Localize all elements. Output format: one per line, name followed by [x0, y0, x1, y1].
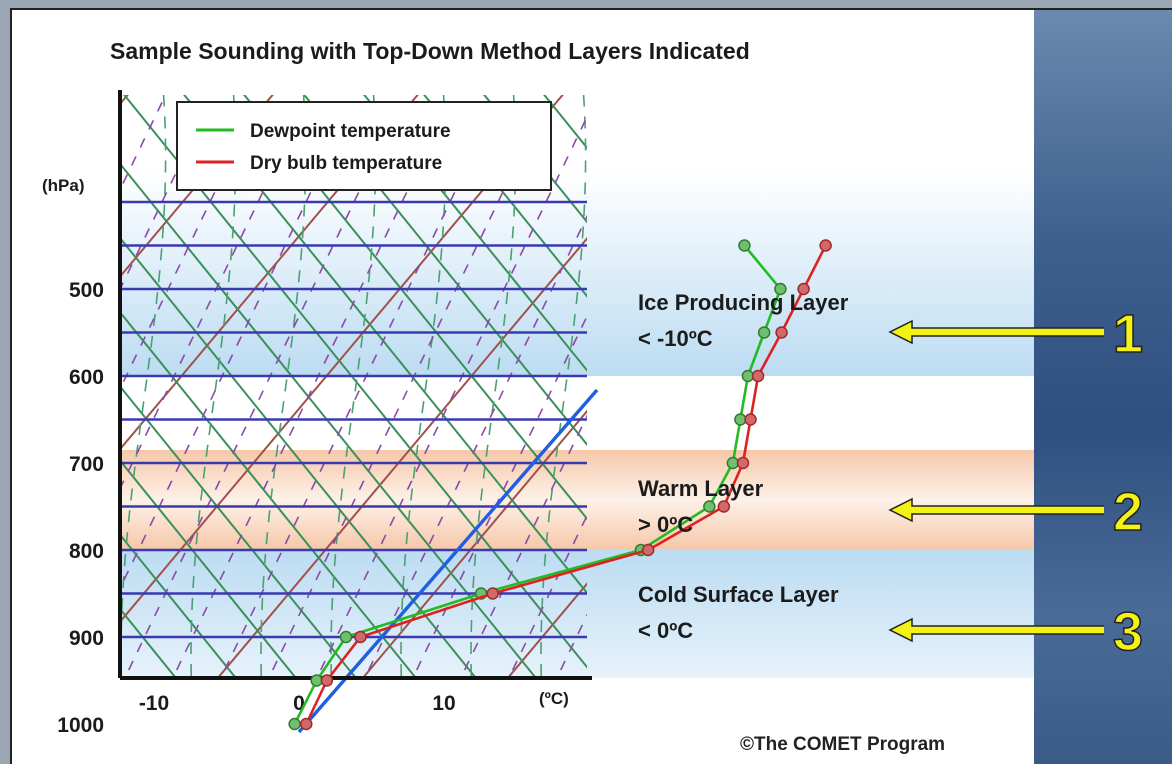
dewpoint-line: [293, 244, 782, 725]
figure-frame: 500 600 700 800 900 1000 (hPa) -10 0 10 (ºC) Dewpo…: [10, 8, 1172, 764]
y-tick-label: 900: [69, 627, 104, 650]
chart-series: [288, 239, 832, 731]
layer-number: 1: [1113, 304, 1143, 364]
layer-name: Warm Layer: [638, 476, 764, 501]
y-unit-label: (hPa): [42, 176, 85, 195]
layer-annotation: Ice Producing Layer < -10ºC 1: [638, 290, 1144, 365]
dry-adiabat-line: [120, 384, 358, 678]
y-tick-label: 800: [69, 540, 104, 563]
zero-isotherm-line: [297, 388, 599, 734]
layer-annotation: Warm Layer > 0ºC 2: [638, 476, 1144, 543]
layer-annotation: Cold Surface Layer < 0ºC 3: [638, 582, 1144, 663]
y-tick-label: 500: [69, 279, 104, 302]
legend-label: Dry bulb temperature: [250, 153, 442, 174]
isotherm-line: [506, 582, 587, 678]
legend-label: Dewpoint temperature: [250, 121, 451, 142]
drybulb-point: [797, 282, 810, 296]
chart-axis: 500 600 700 800 900 1000 (hPa) -10 0 10 (ºC): [42, 90, 592, 737]
x-tick-label: 10: [432, 692, 455, 715]
drybulb-point: [300, 717, 313, 731]
isotherm-line: [361, 409, 587, 678]
dewpoint-point: [757, 326, 771, 339]
dewpoint-point: [703, 500, 716, 513]
drybulb-point: [354, 630, 367, 644]
mixing-ratio-line: [12, 65, 36, 688]
layer-condition: < -10ºC: [638, 326, 713, 351]
dewpoint-point: [726, 456, 740, 470]
x-unit-label: (ºC): [539, 689, 569, 708]
moist-adiabat-line: [12, 75, 26, 698]
drybulb-point: [744, 413, 757, 426]
drybulb-line: [305, 244, 827, 725]
drybulb-point: [641, 543, 655, 557]
dewpoint-point: [738, 239, 751, 252]
y-tick-label: 600: [69, 366, 104, 389]
series-dewpoint: [288, 239, 787, 731]
chart-title: Sample Sounding with Top-Down Method Lay…: [110, 38, 750, 64]
dry-adiabat-line: [120, 533, 238, 678]
layer-condition: < 0ºC: [638, 618, 693, 643]
layer-name: Ice Producing Layer: [638, 290, 849, 315]
x-tick-label: -10: [139, 692, 169, 715]
legend: Dewpoint temperature Dry bulb temperature: [176, 101, 552, 191]
dry-adiabat-line: [120, 458, 298, 678]
layer-labels: Ice Producing Layer < -10ºC 1 Warm Layer > 0…: [638, 290, 1144, 663]
isotherm-line: [216, 236, 587, 678]
layer-number: 3: [1113, 602, 1143, 662]
layer-number: 2: [1113, 482, 1143, 542]
dry-adiabat-line: [12, 55, 72, 698]
dewpoint-point: [310, 674, 323, 687]
dewpoint-point: [288, 717, 301, 731]
layer-condition: > 0ºC: [638, 512, 693, 537]
series-drybulb: [300, 239, 832, 731]
drybulb-point: [819, 239, 832, 252]
y-tick-label: 1000: [57, 714, 104, 737]
copyright-text: ©The COMET Program: [740, 734, 946, 755]
dewpoint-point: [339, 630, 353, 644]
x-tick-label: 0: [293, 692, 305, 715]
drybulb-point: [320, 674, 334, 687]
drybulb-point: [717, 500, 731, 513]
arrow-icon: [888, 319, 1104, 345]
layer-name: Cold Surface Layer: [638, 582, 839, 607]
arrow-icon: [888, 617, 1104, 643]
dewpoint-point: [774, 282, 787, 296]
dewpoint-point: [741, 369, 755, 383]
skewt-chart: 500 600 700 800 900 1000 (hPa) -10 0 10 (ºC) Dewpo…: [12, 55, 1172, 754]
moist-adiabat-line: [540, 95, 587, 678]
isotherm-line: [1024, 75, 1172, 754]
drybulb-point: [775, 326, 788, 339]
drybulb-point: [736, 456, 750, 470]
y-tick-label: 700: [69, 453, 104, 476]
legend-box: [176, 101, 552, 191]
drybulb-point: [486, 587, 499, 600]
dewpoint-point: [734, 413, 747, 426]
moist-adiabat-line: [120, 95, 167, 678]
arrow-icon: [888, 497, 1104, 523]
drybulb-point: [751, 369, 765, 383]
storm-background: [1034, 10, 1172, 764]
